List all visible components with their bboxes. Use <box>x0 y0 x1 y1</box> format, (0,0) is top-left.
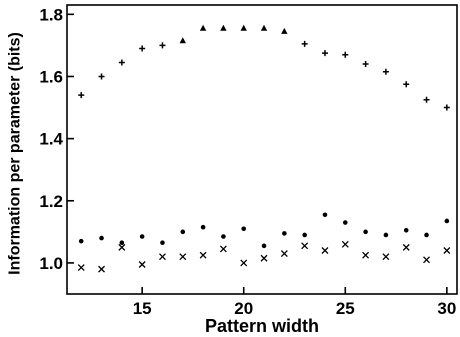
data-point-plus <box>301 40 308 47</box>
data-point-cross <box>159 253 166 261</box>
data-point-cross <box>301 242 309 250</box>
data-point-cross <box>341 240 349 248</box>
data-point-triangle <box>281 27 288 34</box>
y-tick-label: 1.8 <box>39 5 63 24</box>
data-point-circle <box>444 218 450 224</box>
x-tick-label: 15 <box>133 299 152 318</box>
data-point-cross <box>219 245 227 253</box>
data-point-plus <box>403 81 410 88</box>
data-point-cross <box>423 256 430 264</box>
data-point-cross <box>138 261 146 268</box>
data-point-cross <box>280 250 288 258</box>
data-point-circle <box>424 232 429 238</box>
data-point-circle <box>221 234 226 239</box>
data-point-plus <box>98 73 105 80</box>
data-point-circle <box>383 232 389 238</box>
marks-layer <box>77 24 451 273</box>
data-point-plus <box>342 51 349 58</box>
data-point-circle <box>78 238 84 244</box>
data-point-circle <box>282 231 287 236</box>
data-point-plus <box>423 96 430 103</box>
data-point-triangle <box>240 24 247 31</box>
data-point-cross <box>260 254 268 262</box>
data-point-cross <box>199 251 207 259</box>
data-point-circle <box>160 240 165 246</box>
y-tick-label: 1.2 <box>39 192 63 211</box>
data-point-circle <box>180 229 186 235</box>
data-point-circle <box>363 229 368 235</box>
data-point-circle <box>261 243 267 249</box>
x-tick-label: 25 <box>336 299 355 318</box>
data-point-triangle <box>220 24 227 31</box>
data-point-cross <box>179 253 187 261</box>
data-point-circle <box>322 212 328 218</box>
data-point-circle <box>200 224 206 230</box>
data-point-cross <box>98 265 105 273</box>
data-point-plus <box>159 42 166 49</box>
data-point-cross <box>321 247 329 254</box>
data-point-plus <box>139 45 146 52</box>
data-point-cross <box>402 243 410 251</box>
data-point-plus <box>78 92 85 99</box>
data-point-plus <box>118 59 125 66</box>
data-point-circle <box>99 235 104 241</box>
x-tick-label: 20 <box>234 299 253 318</box>
data-point-triangle <box>179 37 186 44</box>
data-point-circle <box>342 220 348 225</box>
data-point-triangle <box>199 24 207 31</box>
data-point-cross <box>77 264 85 272</box>
x-tick-label: 30 <box>437 299 456 318</box>
y-tick-label: 1.4 <box>39 130 63 149</box>
y-axis-label: Information per parameter (bits) <box>7 32 24 275</box>
data-point-plus <box>443 104 450 111</box>
data-point-triangle <box>260 24 268 31</box>
y-tick-label: 1.6 <box>39 67 63 86</box>
data-point-circle <box>403 227 409 233</box>
y-tick-label: 1.0 <box>39 254 63 273</box>
data-point-cross <box>118 243 126 251</box>
data-point-cross <box>382 253 390 261</box>
ticks-layer: 15 20 25 30 1.0 1.2 1.4 1.6 1.8 <box>39 5 456 318</box>
x-axis-label: Pattern width <box>205 316 319 336</box>
data-point-circle <box>119 240 125 246</box>
data-point-plus <box>382 68 389 75</box>
data-point-cross <box>443 247 451 254</box>
data-point-cross <box>240 259 248 267</box>
data-point-plus <box>362 61 369 68</box>
data-point-plus <box>321 50 328 57</box>
data-point-cross <box>362 251 370 259</box>
data-point-circle <box>139 234 145 239</box>
data-point-circle <box>302 232 307 238</box>
plot-frame <box>66 4 458 295</box>
data-point-circle <box>241 226 247 232</box>
